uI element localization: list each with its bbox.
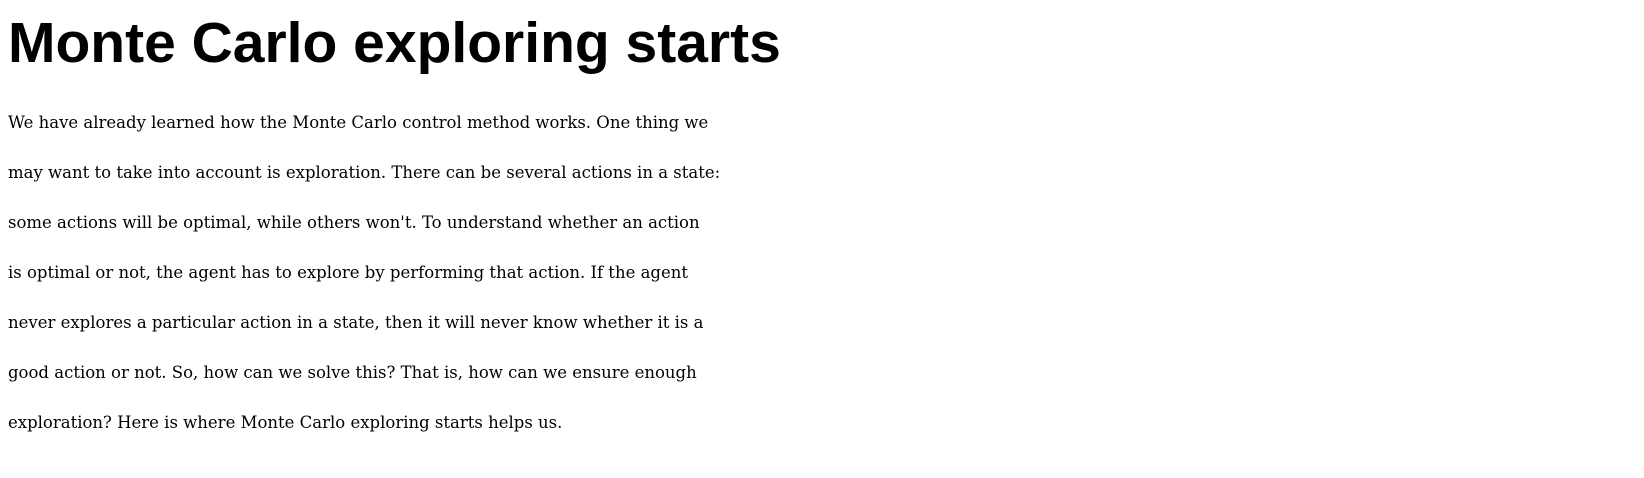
paragraph-line: good action or not. So, how can we solve…: [8, 363, 697, 382]
paragraph-line: may want to take into account is explora…: [8, 163, 721, 182]
paragraph-line: never explores a particular action in a …: [8, 313, 704, 332]
paragraph-line: exploration? Here is where Monte Carlo e…: [8, 413, 563, 432]
body-paragraph: We have already learned how the Monte Ca…: [8, 98, 1640, 448]
document-page: Monte Carlo exploring starts We have alr…: [8, 0, 1640, 448]
paragraph-line: is optimal or not, the agent has to expl…: [8, 263, 688, 282]
section-title: Monte Carlo exploring starts: [8, 11, 781, 75]
paragraph-line: some actions will be optimal, while othe…: [8, 213, 700, 232]
paragraph-line: We have already learned how the Monte Ca…: [8, 113, 709, 132]
